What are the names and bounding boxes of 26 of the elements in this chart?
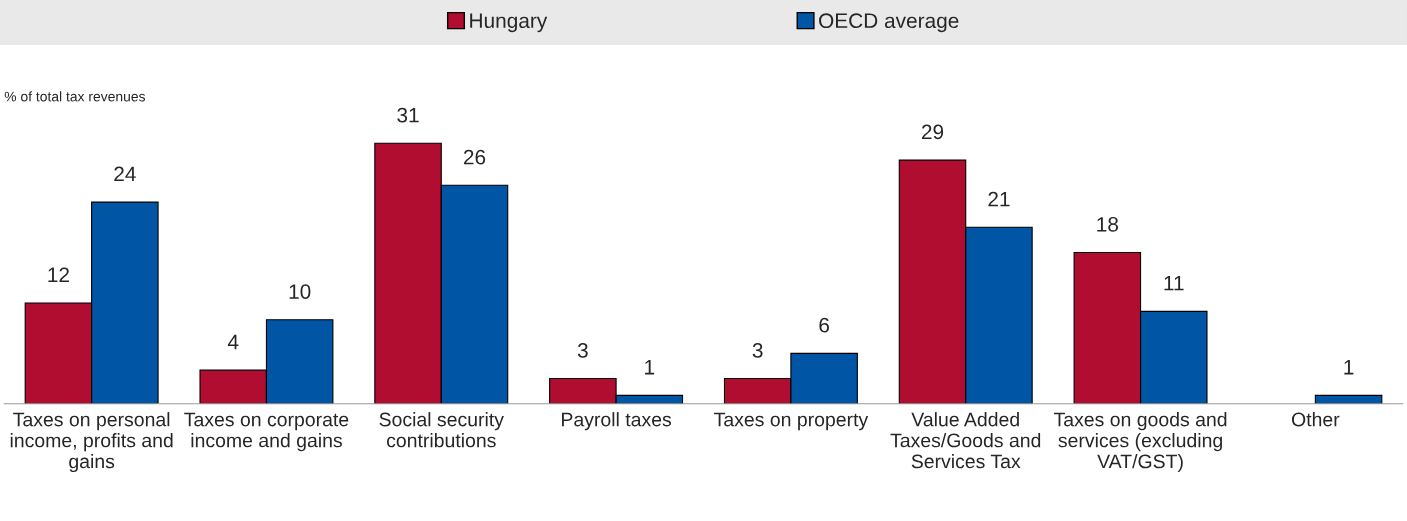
x-tick-label: Other xyxy=(1291,412,1340,427)
data-label: 1 xyxy=(645,360,655,375)
data-label: 3 xyxy=(752,343,763,358)
x-tick-label: Social security contributions xyxy=(379,412,504,448)
data-label: 29 xyxy=(921,124,944,140)
data-label: 26 xyxy=(463,149,486,165)
data-label: 6 xyxy=(819,317,829,333)
data-label: 12 xyxy=(48,267,69,282)
x-tick-label: Taxes on property xyxy=(714,412,869,431)
data-label: 1 xyxy=(1344,360,1354,375)
data-label: 18 xyxy=(1097,216,1119,232)
data-label: 4 xyxy=(227,334,239,350)
legend-label: OECD average xyxy=(819,13,959,33)
x-tick-label: Value Added Taxes/Goods and Services Tax xyxy=(890,412,1041,469)
data-label: 3 xyxy=(577,343,588,358)
x-tick-label: Payroll taxes xyxy=(562,412,672,431)
legend-label: Hungary xyxy=(470,13,548,33)
x-tick-label: Taxes on corporate income and gains xyxy=(184,412,349,452)
x-tick-label: Taxes on goods and services (excluding VAT/GST) xyxy=(1053,412,1227,473)
data-label: 21 xyxy=(988,191,1010,207)
x-tick-label: Taxes on personal income, profits and gains xyxy=(10,412,173,473)
data-label: 24 xyxy=(114,166,136,182)
data-label: 11 xyxy=(1164,276,1184,291)
data-label: 31 xyxy=(397,107,419,123)
y-axis-title: % of total tax revenues xyxy=(4,91,145,102)
data-label: 10 xyxy=(289,284,311,299)
